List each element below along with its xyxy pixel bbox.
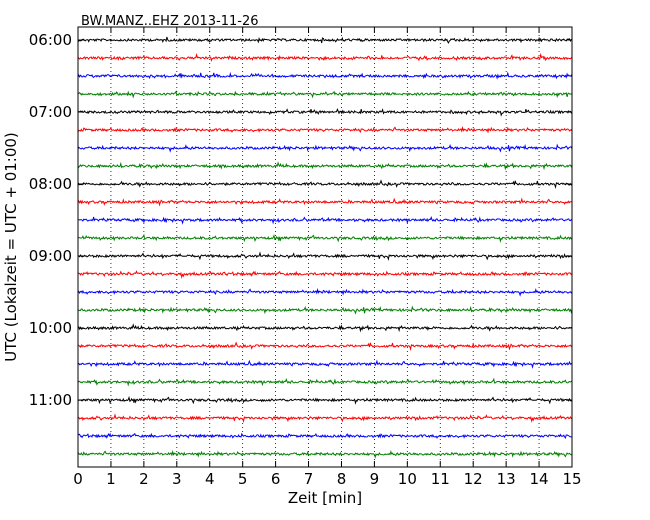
trace-1 xyxy=(77,36,573,44)
trace-23 xyxy=(77,432,573,439)
x-tick-label-3: 3 xyxy=(172,470,182,488)
trace-7 xyxy=(77,143,573,153)
trace-4 xyxy=(77,90,573,99)
plot-frame xyxy=(77,26,573,468)
x-tick-label-2: 2 xyxy=(139,470,149,488)
traces xyxy=(77,36,573,459)
trace-16 xyxy=(77,305,573,315)
trace-21 xyxy=(77,395,573,405)
trace-2 xyxy=(77,52,573,62)
x-tick-label-5: 5 xyxy=(238,470,248,488)
x-tick-label-7: 7 xyxy=(304,470,314,488)
x-tick-label-8: 8 xyxy=(337,470,347,488)
trace-15 xyxy=(77,287,573,297)
grid-lines xyxy=(110,27,540,467)
y-tick-label-1000: 10:00 xyxy=(29,319,72,337)
trace-9 xyxy=(77,179,572,189)
trace-13 xyxy=(77,251,573,262)
trace-10 xyxy=(77,197,573,207)
x-tick-label-10: 10 xyxy=(398,470,417,488)
x-tick-label-1: 1 xyxy=(106,470,116,488)
trace-19 xyxy=(77,359,573,369)
trace-22 xyxy=(77,413,573,424)
x-tick-label-12: 12 xyxy=(464,470,483,488)
x-tick-label-0: 0 xyxy=(73,470,83,488)
x-tick-label-9: 9 xyxy=(370,470,380,488)
trace-3 xyxy=(77,71,573,80)
x-tick-label-6: 6 xyxy=(271,470,281,488)
y-tick-label-0900: 09:00 xyxy=(29,247,72,265)
trace-11 xyxy=(77,215,573,225)
trace-5 xyxy=(77,107,573,117)
x-tick-label-13: 13 xyxy=(497,470,516,488)
x-tick-label-11: 11 xyxy=(431,470,450,488)
trace-17 xyxy=(77,323,573,333)
x-axis-label: Zeit [min] xyxy=(288,489,362,507)
x-tick-label-14: 14 xyxy=(530,470,549,488)
x-axis: 0 1 2 3 4 5 6 7 8 9 10 11 12 13 14 15 xyxy=(73,27,582,488)
y-tick-label-0800: 08:00 xyxy=(29,175,72,193)
trace-12 xyxy=(77,233,573,243)
y-axis: 06:00 07:00 08:00 09:00 10:00 11:00 xyxy=(29,31,572,409)
trace-14 xyxy=(77,270,573,279)
y-tick-label-0600: 06:00 xyxy=(29,31,72,49)
trace-24 xyxy=(77,449,573,459)
y-axis-label: UTC (Lokalzeit = UTC + 01:00) xyxy=(2,132,20,362)
trace-6 xyxy=(77,125,573,134)
chart-title: BW.MANZ..EHZ 2013-11-26 xyxy=(81,14,259,29)
x-tick-label-15: 15 xyxy=(562,470,581,488)
trace-8 xyxy=(77,161,573,171)
y-tick-label-1100: 11:00 xyxy=(29,391,72,409)
trace-20 xyxy=(77,377,573,387)
x-tick-label-4: 4 xyxy=(205,470,215,488)
trace-18 xyxy=(78,341,573,352)
y-tick-label-0700: 07:00 xyxy=(29,103,72,121)
